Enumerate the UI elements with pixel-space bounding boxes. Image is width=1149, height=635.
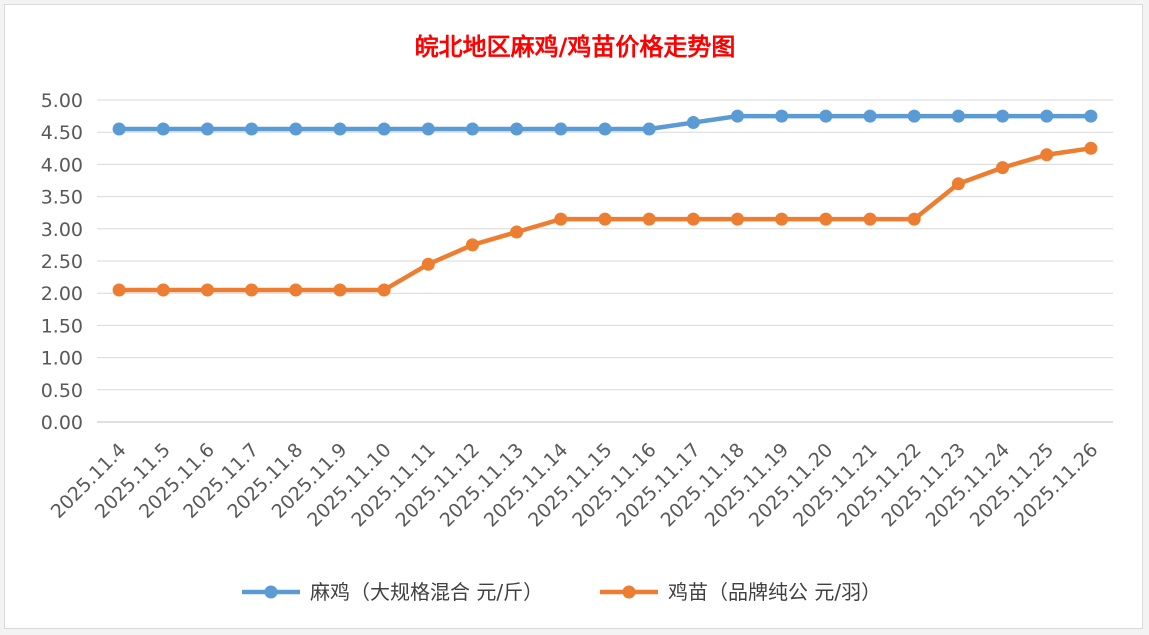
series-layer [112, 109, 1098, 297]
series-2 [112, 141, 1098, 297]
data-point [951, 109, 965, 123]
data-point [731, 212, 745, 226]
y-tick-label: 3.50 [41, 187, 83, 209]
legend-item-2: 鸡苗（品牌纯公 元/羽） [600, 580, 881, 604]
y-tick-label: 0.50 [41, 380, 83, 402]
data-point [907, 212, 921, 226]
data-point [775, 109, 789, 123]
data-point [686, 212, 700, 226]
y-tick-label: 2.00 [41, 283, 83, 305]
data-point [510, 225, 524, 239]
data-point [554, 212, 568, 226]
y-tick-label: 1.00 [41, 348, 83, 370]
data-point [377, 122, 391, 136]
legend-label: 麻鸡（大规格混合 元/斤） [310, 580, 543, 604]
data-point [245, 122, 259, 136]
y-tick-label: 1.50 [41, 315, 83, 337]
data-point [289, 283, 303, 297]
data-point [377, 283, 391, 297]
data-point [200, 122, 214, 136]
y-tick-label: 4.00 [41, 154, 83, 176]
data-point [863, 212, 877, 226]
data-point [333, 283, 347, 297]
data-point [465, 238, 479, 252]
legend-swatch-marker [622, 585, 636, 599]
data-point [1040, 109, 1054, 123]
data-point [819, 109, 833, 123]
data-point [642, 212, 656, 226]
data-point [996, 161, 1010, 175]
data-point [333, 122, 347, 136]
data-point [245, 283, 259, 297]
y-tick-label: 0.00 [41, 412, 83, 434]
data-point [465, 122, 479, 136]
legend-item-1: 麻鸡（大规格混合 元/斤） [242, 580, 543, 604]
data-point [200, 283, 214, 297]
data-point [775, 212, 789, 226]
data-point [112, 122, 126, 136]
legend-swatch-marker [264, 585, 278, 599]
data-point [156, 122, 170, 136]
data-point [1084, 109, 1098, 123]
data-point [642, 122, 656, 136]
chart-title: 皖北地区麻鸡/鸡苗价格走势图 [415, 33, 736, 61]
legend: 麻鸡（大规格混合 元/斤） 鸡苗（品牌纯公 元/羽） [242, 580, 881, 604]
data-point [819, 212, 833, 226]
data-point [421, 257, 435, 271]
x-axis-ticks: 2025.11.42025.11.52025.11.62025.11.72025… [47, 439, 1103, 531]
data-point [156, 283, 170, 297]
data-point [554, 122, 568, 136]
y-tick-label: 2.50 [41, 251, 83, 273]
data-point [863, 109, 877, 123]
y-tick-label: 3.00 [41, 219, 83, 241]
series-1 [112, 109, 1098, 136]
y-axis-ticks: 0.00 0.50 1.00 1.50 2.00 2.50 3.00 3.50 4.00 4.50… [41, 90, 83, 434]
data-point [686, 116, 700, 130]
y-tick-label: 5.00 [41, 90, 83, 112]
data-point [598, 122, 612, 136]
y-tick-label: 4.50 [41, 122, 83, 144]
data-point [112, 283, 126, 297]
data-point [510, 122, 524, 136]
data-point [731, 109, 745, 123]
data-point [421, 122, 435, 136]
data-point [598, 212, 612, 226]
data-point [289, 122, 303, 136]
legend-label: 鸡苗（品牌纯公 元/羽） [668, 580, 881, 604]
gridlines [97, 99, 1113, 423]
data-point [907, 109, 921, 123]
data-point [1084, 141, 1098, 155]
data-point [1040, 148, 1054, 162]
chart-frame: 皖北地区麻鸡/鸡苗价格走势图 0.00 0.50 1.00 1.50 2.00 2.50 3… [4, 4, 1143, 629]
data-point [951, 177, 965, 191]
line-chart: 皖北地区麻鸡/鸡苗价格走势图 0.00 0.50 1.00 1.50 2.00 2.50 3… [41, 33, 1113, 604]
data-point [996, 109, 1010, 123]
